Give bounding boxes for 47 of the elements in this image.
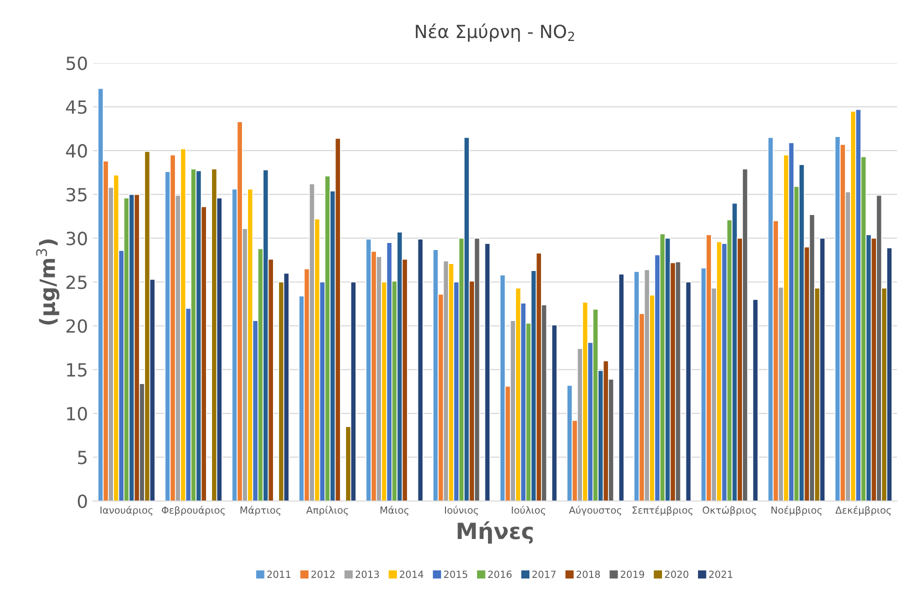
bar	[551, 324, 558, 501]
x-tick-label: Ιανουάριος	[100, 506, 152, 516]
x-tick-label: Δεκέμβριος	[835, 506, 891, 516]
y-tick-label: 15	[67, 363, 87, 377]
legend-label: 2015	[444, 570, 468, 578]
legend-label: 2017	[532, 570, 556, 578]
x-tick-label: Αύγουστος	[568, 506, 622, 516]
bar	[634, 271, 640, 501]
x-tick-label: Ιούλιος	[512, 506, 546, 516]
x-axis-title: Μήνες	[458, 521, 533, 544]
legend-label: 2020	[664, 570, 688, 578]
y-tick-label: 40	[66, 144, 87, 158]
y-tick-label: 20	[66, 319, 87, 333]
y-axis-title: (μg/m$^{3}$)	[36, 240, 60, 325]
y-tick-label: 35	[66, 188, 87, 202]
x-tick-label: Ιούνιος	[445, 506, 478, 516]
bar	[566, 384, 573, 501]
legend-label: 2021	[709, 570, 732, 578]
bar	[685, 282, 692, 501]
y-tick-label: 10	[67, 406, 87, 421]
legend-label: 2016	[488, 570, 512, 578]
chart-title: Νέα Σμύρνη - NO$_{2}$	[416, 24, 574, 42]
bar	[484, 243, 490, 501]
y-tick-label: 45	[66, 100, 87, 114]
x-tick-label: Μάρτιος	[240, 506, 280, 516]
x-tick-label: Νοέμβριος	[771, 506, 822, 516]
x-tick-label: Μάιος	[380, 506, 408, 516]
x-tick-label: Φεβρουάριος	[162, 506, 225, 516]
bar	[432, 249, 439, 501]
y-tick-label: 30	[66, 232, 87, 246]
x-tick-label: Σεπτέμβριος	[632, 506, 692, 516]
bar	[752, 299, 758, 501]
legend-label: 2013	[356, 570, 379, 578]
legend-label: 2018	[576, 570, 600, 578]
legend-label: 2011	[267, 570, 290, 578]
bar	[500, 274, 506, 501]
y-tick-label: 5	[78, 450, 87, 464]
bar	[618, 274, 624, 501]
y-tick-label: 0	[78, 494, 87, 508]
x-tick-label: Οκτώβριος	[702, 506, 756, 516]
y-tick-label: 25	[66, 275, 87, 290]
legend-label: 2014	[400, 570, 424, 578]
legend-label: 2019	[620, 570, 644, 578]
y-tick-label: 50	[66, 56, 87, 70]
bar	[417, 238, 424, 501]
legend-label: 2012	[311, 570, 335, 578]
x-tick-label: Απρίλιος	[306, 506, 348, 516]
